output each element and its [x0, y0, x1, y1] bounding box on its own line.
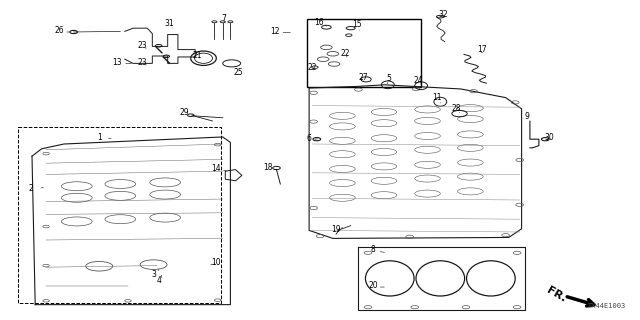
Text: 32: 32 [438, 10, 449, 19]
Text: 10: 10 [211, 258, 221, 267]
Text: 22: 22 [341, 49, 350, 58]
Text: 26: 26 [54, 26, 65, 35]
Text: 14: 14 [211, 164, 221, 173]
Text: 8: 8 [371, 245, 376, 254]
Bar [307, 19, 421, 87]
Text: 12: 12 [271, 27, 280, 36]
Text: 13: 13 [112, 58, 122, 67]
Text: 28: 28 [452, 104, 461, 113]
Text: 5: 5 [387, 74, 392, 83]
Text: 16: 16 [314, 18, 324, 27]
Text: 25: 25 [234, 68, 244, 77]
Text: FR.: FR. [545, 285, 568, 304]
Text: 2: 2 [28, 184, 33, 193]
Text: TX44E1003: TX44E1003 [588, 303, 626, 309]
Text: 19: 19 [331, 225, 341, 234]
Text: 27: 27 [358, 73, 369, 82]
Text: 17: 17 [477, 45, 487, 54]
Text: 1: 1 [97, 133, 102, 142]
Text: 21: 21 [193, 51, 202, 60]
Text: 6: 6 [306, 134, 311, 143]
Text: 31: 31 [164, 19, 175, 28]
Text: 23: 23 [138, 58, 148, 67]
Text: 20: 20 [368, 281, 378, 290]
Text: 4: 4 [156, 276, 161, 285]
Text: 15: 15 [352, 20, 362, 29]
Text: 30: 30 [544, 133, 554, 142]
Text: 9: 9 [524, 112, 529, 121]
Bar [18, 127, 221, 303]
Text: 29: 29 [179, 108, 189, 117]
Text: 18: 18 [263, 164, 272, 172]
Text: 23: 23 [138, 41, 148, 50]
Text: 7: 7 [221, 14, 227, 23]
Text: 22: 22 [308, 63, 317, 72]
Text: 11: 11 [433, 93, 442, 102]
Text: 3: 3 [151, 270, 156, 279]
Text: 24: 24 [413, 76, 423, 85]
